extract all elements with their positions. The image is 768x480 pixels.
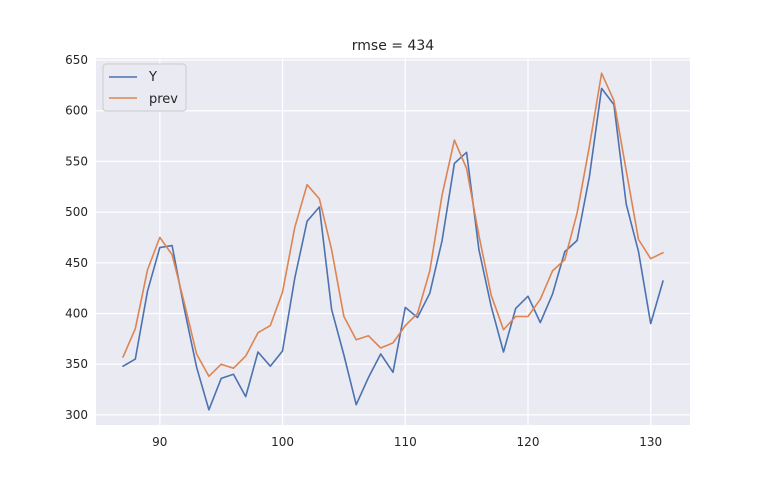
y-tick-label: 350 bbox=[65, 357, 88, 371]
series-line-y bbox=[122, 87, 664, 411]
y-tick-label: 400 bbox=[65, 306, 88, 320]
y-tick-label: 500 bbox=[65, 205, 88, 219]
legend: Y prev bbox=[102, 63, 187, 112]
legend-box bbox=[102, 63, 187, 112]
x-tick-label: 90 bbox=[152, 435, 167, 449]
y-tick-label: 650 bbox=[65, 53, 88, 67]
y-tick-label: 450 bbox=[65, 256, 88, 270]
x-tick-label: 100 bbox=[271, 435, 294, 449]
x-tick-label: 120 bbox=[517, 435, 540, 449]
x-tick-label: 110 bbox=[394, 435, 417, 449]
y-axis: 300 350 400 450 500 550 600 650 bbox=[65, 53, 88, 422]
series-layer bbox=[122, 72, 664, 411]
chart-title: rmse = 434 bbox=[352, 38, 435, 54]
y-tick-label: 550 bbox=[65, 154, 88, 168]
y-tick-label: 600 bbox=[65, 104, 88, 118]
x-tick-label: 130 bbox=[639, 435, 662, 449]
y-tick-label: 300 bbox=[65, 408, 88, 422]
x-axis: 90 100 110 120 130 bbox=[152, 435, 662, 449]
legend-label-y: Y bbox=[148, 70, 157, 85]
series-line-prev bbox=[122, 72, 664, 378]
legend-label-prev: prev bbox=[149, 92, 178, 107]
